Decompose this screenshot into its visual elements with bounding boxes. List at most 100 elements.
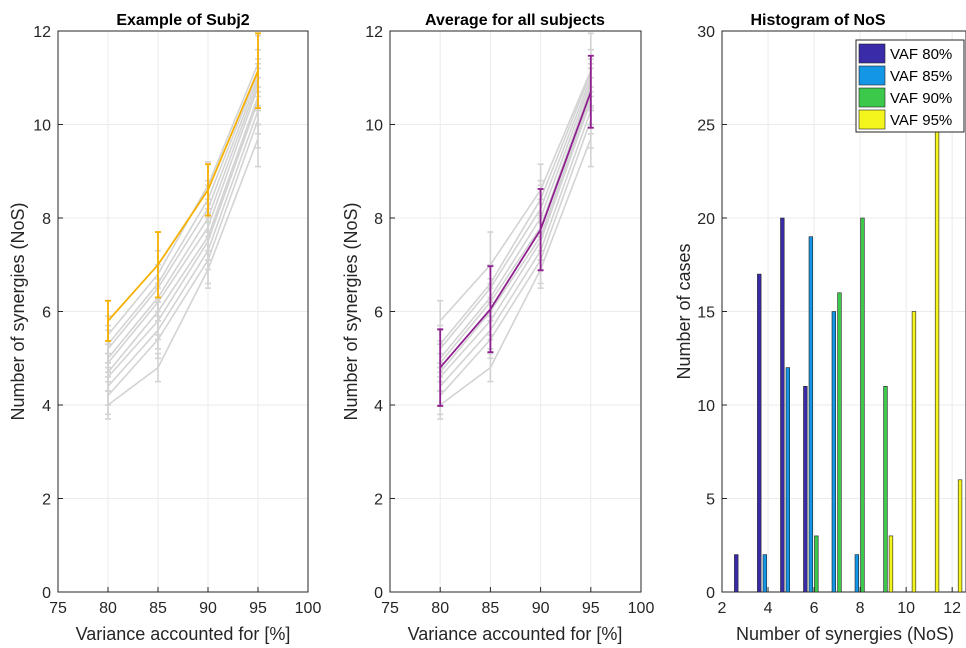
histogram-bar [814,535,819,593]
legend-swatch [858,43,886,64]
y-tick-label: 6 [42,305,51,322]
y-tick-label: 0 [42,585,51,602]
subject-series-line [439,72,592,345]
x-tick-label: 4 [764,600,773,617]
y-tick-label: 8 [374,211,383,228]
subject-example-panel: 75 80 85 90 95 100 0 2 4 6 8 10 12 Example of Subj2 Va… [8,12,321,644]
histogram-panel: 2 4 6 8 10 12 0 5 10 15 20 25 30 Histogram of NoS Numb… [674,12,966,644]
y-tick-label: 0 [706,585,715,602]
chart-title: Average for all subjects [425,12,605,29]
x-tick-label: 8 [856,600,865,617]
histogram-bar [883,385,888,593]
y-tick-label: 8 [42,211,51,228]
y-tick-label: 10 [697,398,715,415]
subject-series-line [439,110,592,387]
y-axis-label: Number of synergies (NoS) [341,202,361,420]
x-tick-label: 80 [99,600,117,617]
y-tick-label: 4 [42,398,51,415]
subject-series-line [107,82,259,359]
x-tick-label: 2 [718,600,727,617]
x-tick-label: 10 [897,600,915,617]
subject-series-line [107,96,259,373]
y-tick-label: 12 [365,24,383,41]
y-tick-label: 0 [374,585,383,602]
x-tick-label: 85 [149,600,167,617]
histogram-bar [780,217,785,593]
x-tick-label: 80 [431,600,449,617]
histogram-bar [888,535,894,593]
y-axis-label: Number of synergies (NoS) [8,202,28,420]
histogram-bar [957,479,963,593]
histogram-bar [911,311,917,593]
highlighted-subject-line [107,70,259,322]
subject-series-line [107,138,259,406]
histogram-bar [854,554,860,593]
x-tick-label: 6 [810,600,819,617]
legend-entry: VAF 80% [890,46,952,63]
y-tick-label: 2 [42,492,51,509]
histogram-bar [757,273,762,593]
x-axis-label: Variance accounted for [%] [408,624,623,644]
average-series-line [439,91,592,369]
legend-swatch [858,109,886,130]
y-tick-label: 4 [374,398,383,415]
average-panel: 75 80 85 90 95 100 0 2 4 6 8 10 12 Average for all su… [341,12,654,644]
histogram-bar [934,124,940,593]
histogram-bar [831,311,837,593]
y-axis-label: Number of cases [674,243,694,379]
legend-swatch [858,65,886,86]
y-tick-label: 20 [697,211,715,228]
subject-series-line [107,110,259,387]
subject-series-line [439,96,592,373]
histogram-bar [762,554,768,593]
chart-title: Histogram of NoS [750,12,885,29]
y-tick-label: 25 [697,118,715,135]
x-tick-label: 75 [381,600,399,617]
subject-series-line [439,77,592,350]
x-tick-label: 95 [582,600,600,617]
subject-series-line [107,86,259,364]
histogram-bar [803,385,808,593]
histogram-bar [808,236,814,593]
x-tick-label: 100 [295,600,322,617]
x-axis-label: Variance accounted for [%] [76,624,291,644]
subject-series-line [439,82,592,359]
subject-series-line [439,86,592,364]
histogram-bar [734,554,739,593]
legend-entry: VAF 90% [890,90,952,107]
subject-series-line [107,100,259,378]
subject-series-line [107,77,259,350]
legend-swatch [858,87,886,108]
y-tick-label: 30 [697,24,715,41]
y-tick-label: 10 [365,118,383,135]
legend-entry: VAF 85% [890,68,952,85]
subject-series-line [107,72,259,345]
histogram-bar [837,292,842,593]
y-tick-label: 6 [374,305,383,322]
x-tick-label: 95 [249,600,267,617]
legend-entry: VAF 95% [890,112,952,129]
y-tick-label: 12 [33,24,51,41]
subject-series-line [439,100,592,378]
x-axis-label: Number of synergies (NoS) [736,624,954,644]
subject-series-line [439,70,592,322]
x-tick-label: 85 [482,600,500,617]
subject-series-line [439,119,592,397]
y-tick-label: 15 [697,305,715,322]
legend: VAF 80% VAF 85% VAF 90% VAF 95% [855,39,965,133]
histogram-bar [785,367,791,593]
x-tick-label: 75 [49,600,67,617]
x-tick-label: 12 [943,600,961,617]
x-tick-label: 90 [199,600,217,617]
x-tick-label: 100 [628,600,655,617]
subject-series-line [107,63,259,336]
subject-series-line [439,138,592,406]
chart-title: Example of Subj2 [116,12,249,29]
y-tick-label: 2 [374,492,383,509]
subject-series-line [107,119,259,397]
histogram-bar [860,217,865,593]
x-tick-label: 90 [532,600,550,617]
y-tick-label: 5 [706,492,715,509]
y-tick-label: 10 [33,118,51,135]
